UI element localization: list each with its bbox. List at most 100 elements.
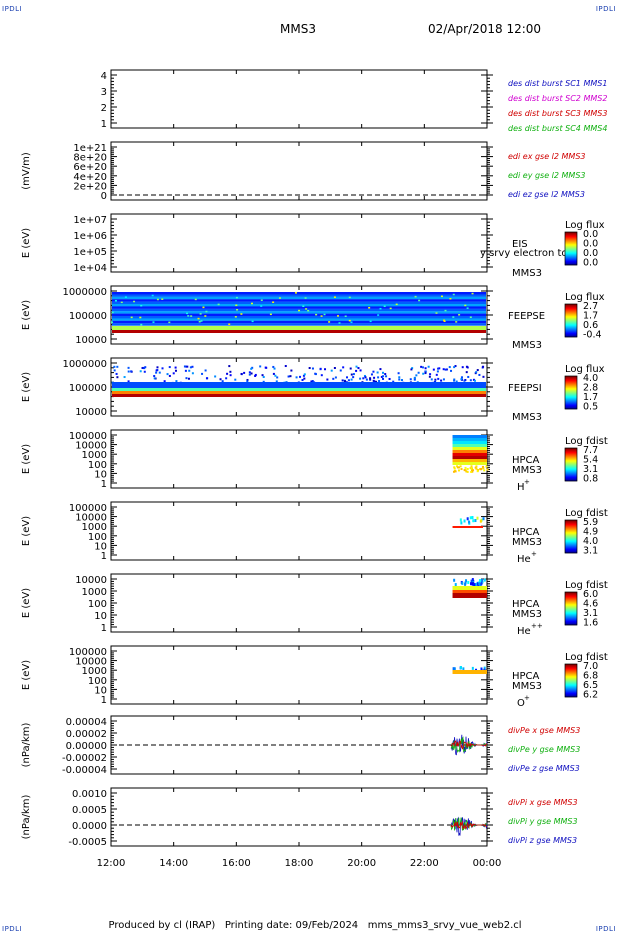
- heat-speck-feepsi: [465, 365, 468, 368]
- colorbar-cell-feepse: [565, 329, 577, 331]
- heat-speck-feepsi: [314, 373, 317, 376]
- ytick-label-eis: 1e+05: [73, 247, 107, 258]
- heat-speck-hpca_he2: [471, 581, 474, 585]
- heat-speck-hpca_he2: [470, 582, 473, 586]
- ytick-label-hpca_he2: 100: [88, 599, 107, 610]
- colorbar-tick-hpca_o: 7.0: [583, 661, 598, 672]
- heat-speck-feepsi: [166, 373, 169, 376]
- heat-speck-feepse: [304, 297, 307, 299]
- ytick-label-hpca_he1: 1: [101, 551, 107, 562]
- colorbar-cell-eis: [565, 242, 577, 244]
- heat-speck-hpca_he1: [463, 519, 466, 523]
- heat-speck-hpca_h: [457, 469, 460, 472]
- ytick-label-eis: 1e+07: [73, 215, 107, 226]
- colorbar-cell-hpca_o: [565, 691, 577, 693]
- colorbar-cell-hpca_he1: [565, 526, 577, 528]
- heat-speck-hpca_h: [486, 468, 489, 471]
- heat-speck-feepsi: [453, 379, 456, 382]
- ytick-label-hpca_o: 1000: [82, 666, 107, 677]
- ytick-label-feepse: 100000: [69, 311, 107, 322]
- heat-speck-feepsi: [158, 371, 161, 374]
- colorbar-cell-feepsi: [565, 385, 577, 387]
- colorbar-cell-hpca_he2: [565, 612, 577, 614]
- heat-speck-feepsi: [290, 369, 293, 372]
- trace-divpi: [450, 820, 488, 830]
- heat-speck-feepse: [389, 307, 392, 310]
- heat-speck-feepse: [395, 303, 398, 306]
- colorbar-cell-feepsi: [565, 391, 577, 393]
- heat-speck-feepse: [240, 313, 243, 315]
- heat-speck-feepsi: [311, 367, 314, 370]
- heat-speck-feepsi: [397, 372, 400, 375]
- heat-speck-feepsi: [350, 378, 353, 381]
- colorbar-cell-hpca_he2: [565, 593, 577, 595]
- heat-speck-feepse: [336, 315, 339, 317]
- colorbar-cell-hpca_he1: [565, 533, 577, 535]
- colorbar-cell-eis: [565, 240, 577, 242]
- colorbar-cell-hpca_he2: [565, 608, 577, 610]
- colorbar-cell-eis: [565, 243, 577, 245]
- ytick-label-hpca_he1: 10: [94, 541, 107, 552]
- colorbar-cell-hpca_h: [565, 450, 577, 452]
- heat-speck-feepse: [187, 315, 190, 317]
- ytick-label-hpca_h: 100: [88, 460, 107, 471]
- instrument-sc-feepsi: MMS3: [512, 412, 542, 423]
- colorbar-cell-hpca_o: [565, 664, 577, 666]
- colorbar-cell-hpca_he1: [565, 520, 577, 522]
- heat-speck-hpca_h: [470, 467, 473, 470]
- heat-row-hpca_h: [452, 453, 487, 456]
- heat-speck-feepsi: [264, 366, 267, 369]
- heat-speck-feepse: [260, 305, 263, 307]
- colorbar-tick-feepsi: 0.5: [583, 402, 598, 413]
- heat-speck-feepsi: [229, 370, 232, 373]
- panel-frame-eis: [110, 213, 488, 273]
- heat-speck-hpca_he2: [465, 579, 468, 583]
- heat-speck-feepsi: [186, 365, 189, 368]
- heat-band-feepsi: [112, 382, 486, 388]
- colorbar-cell-feepse: [565, 330, 577, 332]
- colorbar-cell-feepse: [565, 317, 577, 319]
- heat-speck-feepsi: [191, 372, 194, 375]
- colorbar-tick-hpca_he1: 4.9: [583, 527, 598, 538]
- heat-speck-hpca_h: [453, 467, 456, 470]
- heat-speck-feepsi: [303, 377, 306, 380]
- heat-speck-feepsi: [302, 374, 305, 377]
- heat-row-feepse: [112, 301, 486, 305]
- colorbar-cell-hpca_o: [565, 696, 577, 698]
- colorbar-cell-feepsi: [565, 392, 577, 394]
- heat-speck-hpca_h: [463, 469, 466, 472]
- heat-speck-feepsi: [287, 375, 290, 378]
- colorbar-cell-hpca_o: [565, 667, 577, 669]
- instrument-sc-hpca_he1: MMS3: [512, 537, 542, 548]
- ylabel-feepsi: E (eV): [21, 372, 32, 402]
- heat-band-hpca_he2: [452, 586, 487, 590]
- colorbar-cell-hpca_o: [565, 693, 577, 695]
- colorbar-tick-hpca_he1: 5.9: [583, 517, 598, 528]
- heat-speck-feepsi: [189, 366, 192, 369]
- heat-speck-hpca_h: [482, 467, 485, 470]
- heat-speck-feepsi: [421, 366, 424, 369]
- ytick-label-hpca_h: 100000: [69, 431, 107, 442]
- heat-speck-feepsi: [435, 373, 438, 376]
- corner-label-top-right: IPDLI: [595, 5, 616, 13]
- heat-speck-feepsi: [174, 369, 177, 372]
- xtick-label: 18:00: [285, 858, 314, 869]
- heat-speck-feepse: [368, 306, 371, 309]
- heat-speck-feepse: [344, 315, 347, 318]
- colorbar-cell-feepse: [565, 313, 577, 315]
- heat-speck-hpca_h: [453, 470, 456, 473]
- colorbar-cell-hpca_he1: [565, 535, 577, 537]
- heat-speck-feepsi: [430, 378, 433, 381]
- ytick-label-divpe: -0.00004: [62, 765, 107, 776]
- heat-speck-hpca_he2: [467, 580, 470, 584]
- colorbar-cell-feepsi: [565, 405, 577, 407]
- colorbar-cell-feepsi: [565, 404, 577, 406]
- heat-speck-hpca_he1: [482, 517, 485, 521]
- colorbar-cell-eis: [565, 250, 577, 252]
- heat-row-feepse: [112, 299, 486, 302]
- colorbar-cell-eis: [565, 258, 577, 260]
- heat-band-hpca_he2: [452, 593, 487, 598]
- heat-speck-feepsi: [201, 372, 204, 375]
- ytick-label-divpi: 0.0005: [72, 805, 107, 816]
- heat-speck-feepsi: [445, 368, 448, 371]
